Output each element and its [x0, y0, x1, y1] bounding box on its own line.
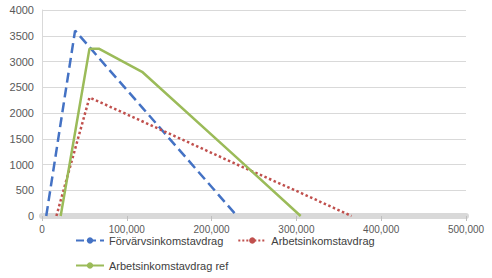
svg-text:2000: 2000	[10, 107, 34, 119]
svg-text:0: 0	[28, 210, 34, 222]
svg-text:500: 500	[16, 184, 34, 196]
svg-text:4000: 4000	[10, 4, 34, 16]
svg-text:0: 0	[39, 224, 45, 235]
svg-text:400,000: 400,000	[363, 224, 400, 235]
svg-text:Arbetsinkomstavdrag ref: Arbetsinkomstavdrag ref	[109, 260, 229, 272]
svg-text:3000: 3000	[10, 56, 34, 68]
svg-text:100,000: 100,000	[109, 224, 146, 235]
svg-text:300,000: 300,000	[278, 224, 315, 235]
svg-text:2500: 2500	[10, 81, 34, 93]
svg-text:1500: 1500	[10, 133, 34, 145]
svg-text:1000: 1000	[10, 159, 34, 171]
svg-text:3500: 3500	[10, 30, 34, 42]
svg-text:200,000: 200,000	[194, 224, 231, 235]
svg-text:500,000: 500,000	[448, 224, 485, 235]
svg-text:Förvärvsinkomstavdrag: Förvärvsinkomstavdrag	[109, 235, 223, 247]
svg-text:Arbetsinkomstavdrag: Arbetsinkomstavdrag	[271, 235, 374, 247]
